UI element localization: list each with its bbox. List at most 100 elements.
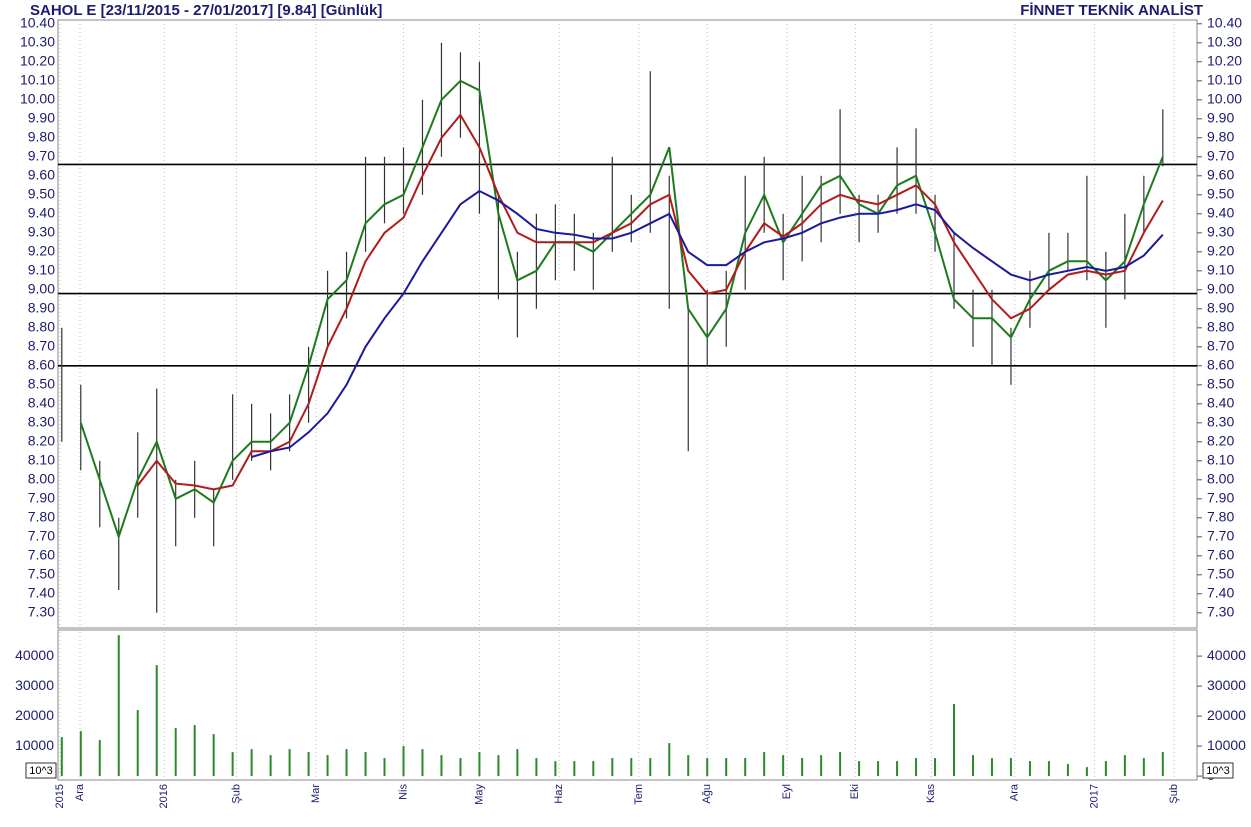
y-tick-label-right: 8.00	[1207, 471, 1234, 487]
y-tick-label-right: 7.90	[1207, 490, 1234, 506]
volume-bar	[250, 749, 253, 777]
volume-bar	[478, 752, 481, 777]
y-tick-label-right: 7.60	[1207, 547, 1234, 563]
y-tick-label: 7.70	[28, 528, 55, 544]
volume-bar	[231, 752, 234, 777]
y-tick-label-right: 10.00	[1207, 91, 1242, 107]
volume-bar	[269, 755, 272, 777]
y-tick-label: 9.00	[28, 281, 55, 297]
volume-bar	[990, 758, 993, 777]
x-tick-label: Eki	[849, 784, 861, 799]
volume-bar	[421, 749, 424, 777]
y-tick-label: 10.00	[20, 91, 55, 107]
volume-bar	[630, 758, 633, 777]
volume-bar	[402, 746, 405, 777]
moving-average	[251, 189, 1164, 458]
volume-unit-right: 10^3	[1206, 765, 1230, 777]
y-tick-label-right: 9.40	[1207, 205, 1234, 221]
volume-bar	[1161, 752, 1164, 777]
x-tick-label: Haz	[553, 784, 565, 804]
volume-bar	[117, 635, 120, 777]
y-tick-label: 10.40	[20, 15, 55, 31]
volume-bar	[744, 758, 747, 777]
y-tick-label-right: 9.50	[1207, 186, 1234, 202]
volume-bar	[934, 758, 937, 777]
y-tick-label-right: 7.80	[1207, 509, 1234, 525]
volume-panel	[57, 629, 1198, 781]
y-tick-label-right: 9.00	[1207, 281, 1234, 297]
y-tick-label: 9.70	[28, 148, 55, 164]
volume-bar	[801, 758, 804, 777]
volume-bar	[725, 758, 728, 777]
volume-bar	[706, 758, 709, 777]
x-tick-label: Ara	[74, 783, 86, 801]
x-tick-label: Mar	[310, 784, 322, 803]
y-tick-label-right: 8.50	[1207, 376, 1234, 392]
volume-bar	[459, 758, 462, 777]
volume-bar	[174, 728, 177, 777]
y-tick-label-right: 8.60	[1207, 357, 1234, 373]
y-tick-label: 9.90	[28, 110, 55, 126]
volume-tick-label: 20000	[15, 707, 54, 723]
y-tick-label: 8.20	[28, 433, 55, 449]
y-tick-label-right: 10.10	[1207, 72, 1242, 88]
y-tick-label: 7.50	[28, 566, 55, 582]
volume-bar	[345, 749, 348, 777]
volume-bar	[155, 665, 158, 777]
y-tick-label: 7.30	[28, 604, 55, 620]
y-tick-label-right: 9.90	[1207, 110, 1234, 126]
y-tick-label: 9.40	[28, 205, 55, 221]
y-tick-label: 8.70	[28, 338, 55, 354]
y-tick-label: 9.50	[28, 186, 55, 202]
volume-bar	[307, 752, 310, 777]
volume-bar	[687, 755, 690, 777]
volume-bar	[1028, 761, 1031, 777]
volume-bar	[212, 734, 215, 777]
y-tick-label: 9.10	[28, 262, 55, 278]
volume-bar	[1047, 761, 1050, 777]
y-tick-label: 8.10	[28, 452, 55, 468]
x-tick-label: Nis	[397, 784, 409, 800]
y-tick-label: 7.40	[28, 585, 55, 601]
volume-bar	[858, 761, 861, 777]
y-tick-label-right: 10.20	[1207, 53, 1242, 69]
y-tick-label: 7.90	[28, 490, 55, 506]
y-tick-label-right: 9.60	[1207, 167, 1234, 183]
x-tick-label: Kas	[925, 784, 937, 803]
y-tick-label-right: 8.80	[1207, 319, 1234, 335]
chart-title: SAHOL E [23/11/2015 - 27/01/2017] [9.84]…	[30, 2, 382, 19]
volume-bar	[839, 752, 842, 777]
volume-bar	[1085, 767, 1088, 777]
volume-bar	[1104, 761, 1107, 777]
y-tick-label: 9.30	[28, 224, 55, 240]
volume-bar	[364, 752, 367, 777]
x-tick-label: Şub	[1168, 784, 1180, 804]
volume-unit-right-box	[1202, 762, 1234, 779]
x-tick-label: Ara	[1009, 783, 1021, 801]
x-tick-label: 2016	[158, 784, 170, 808]
volume-bar	[763, 752, 766, 777]
volume-bar	[535, 758, 538, 777]
volume-bar	[98, 740, 101, 777]
y-tick-label: 9.80	[28, 129, 55, 145]
y-tick-label: 10.20	[20, 53, 55, 69]
volume-bar	[971, 755, 974, 777]
y-tick-label-right: 9.20	[1207, 243, 1234, 259]
volume-bar	[953, 704, 956, 777]
y-tick-label-right: 9.80	[1207, 129, 1234, 145]
volume-bar	[1123, 755, 1126, 777]
y-tick-label-right: 8.90	[1207, 300, 1234, 316]
y-tick-label: 10.30	[20, 34, 55, 50]
volume-unit: 10^3	[29, 765, 53, 777]
y-tick-label: 8.40	[28, 395, 55, 411]
x-tick-label: Eyl	[781, 784, 793, 799]
volume-bar	[649, 758, 652, 777]
x-tick-label: May	[473, 784, 485, 805]
y-tick-label-right: 9.10	[1207, 262, 1234, 278]
volume-bar	[79, 731, 82, 777]
volume-bar	[820, 755, 823, 777]
y-tick-label: 8.50	[28, 376, 55, 392]
volume-bar	[440, 755, 443, 777]
volume-bar	[554, 761, 557, 777]
